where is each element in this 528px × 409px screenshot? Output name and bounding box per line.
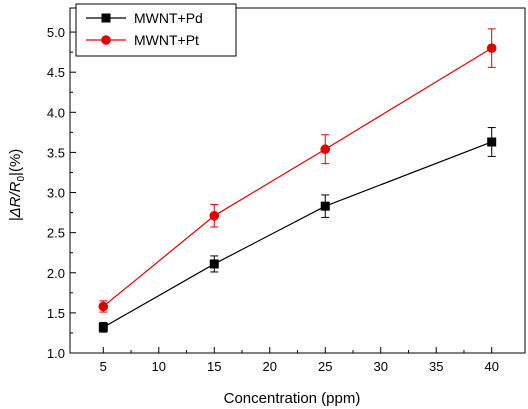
x-tick-label: 10 — [152, 359, 166, 374]
y-tick-label: 3.5 — [47, 145, 65, 160]
y-tick-label: 5.0 — [47, 25, 65, 40]
y-tick-label: 2.5 — [47, 226, 65, 241]
plot-frame — [69, 7, 526, 354]
y-axis-title-subscript: 0 — [16, 176, 27, 182]
series-mwnt-pt — [98, 28, 497, 313]
tick-labels: 5 10 15 20 25 30 35 40 1.0 1.5 2.0 2.5 3.0 3.5 4.0 4.5 5… — [47, 25, 499, 374]
legend: MWNT+Pd MWNT+Pt — [75, 3, 237, 57]
legend-box — [75, 3, 237, 57]
y-axis-title: |ΔR/R0|(%) — [7, 149, 27, 222]
legend-label-pt: MWNT+Pt — [134, 32, 199, 48]
y-tick-label: 4.5 — [47, 65, 65, 80]
series-line — [102, 47, 493, 307]
data-point — [320, 144, 331, 155]
x-axis-title: Concentration (ppm) — [224, 390, 361, 407]
x-tick-label: 5 — [100, 359, 107, 374]
y-axis-title-suffix: |(%) — [7, 149, 24, 176]
x-tick-label: 30 — [373, 359, 387, 374]
legend-marker-pt — [101, 35, 111, 45]
y-tick-label: 1.0 — [47, 346, 65, 361]
x-tick-label: 40 — [484, 359, 498, 374]
data-point — [98, 301, 109, 312]
x-tick-label: 20 — [263, 359, 277, 374]
y-tick-label: 4.0 — [47, 105, 65, 120]
series-mwnt-pd — [98, 127, 497, 333]
data-point — [209, 211, 220, 221]
data-point — [320, 201, 330, 211]
series-layer — [98, 28, 497, 333]
data-point — [487, 137, 497, 147]
y-tick-label: 2.0 — [47, 266, 65, 281]
y-tick-label: 3.0 — [47, 186, 65, 201]
y-tick-label: 1.5 — [47, 306, 65, 321]
series-line — [102, 141, 492, 328]
legend-label-pd: MWNT+Pd — [134, 10, 203, 26]
legend-marker-pd — [101, 13, 111, 23]
x-tick-label: 15 — [207, 359, 221, 374]
data-point — [98, 322, 108, 332]
x-tick-label: 25 — [318, 359, 332, 374]
y-axis-title-prefix: |ΔR/R — [7, 181, 24, 221]
axis-ticks — [70, 31, 493, 354]
data-point — [209, 259, 219, 269]
x-tick-label: 35 — [429, 359, 443, 374]
data-point — [486, 43, 497, 53]
